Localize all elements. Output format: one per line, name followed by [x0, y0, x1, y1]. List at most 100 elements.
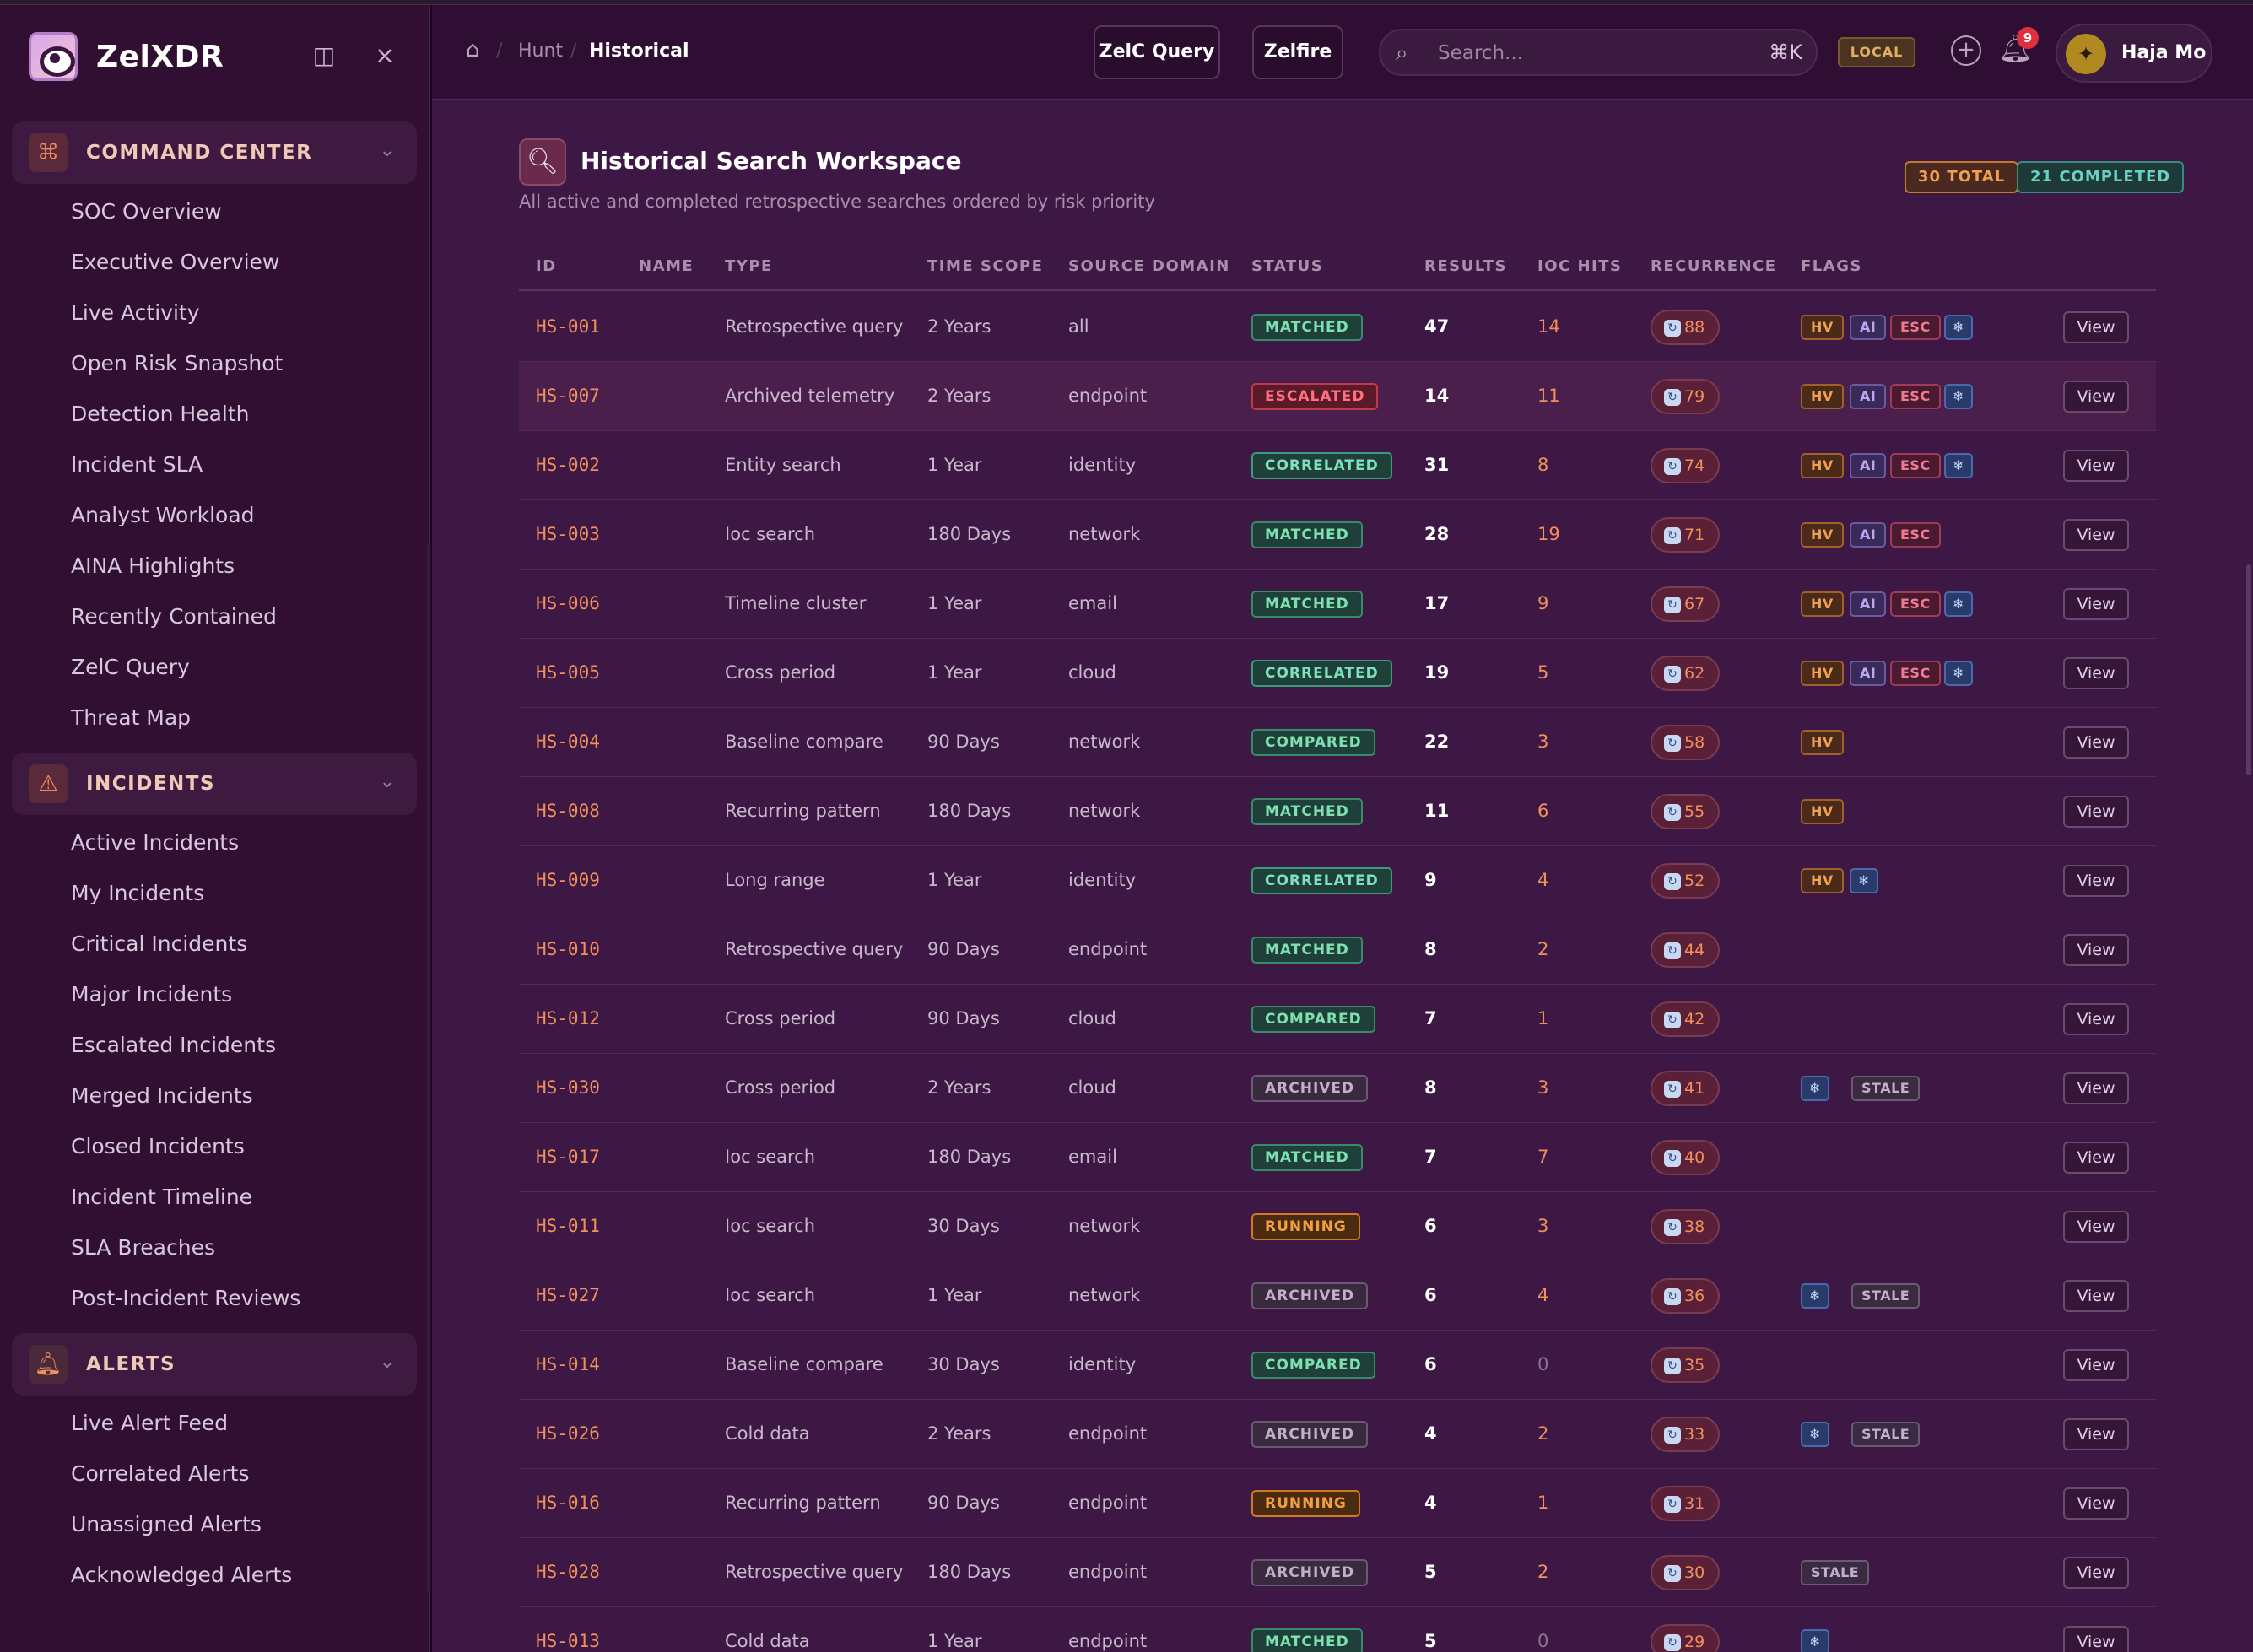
sidebar-item-executive-overview[interactable]: Executive Overview	[71, 250, 280, 274]
sidebar-item-analyst-workload[interactable]: Analyst Workload	[71, 503, 255, 527]
view-button[interactable]: View	[2063, 1142, 2129, 1174]
table-row[interactable]: HS-017 Ioc search 180 Days email MATCHED 7 7 ↻ 4…	[519, 1123, 2156, 1192]
column-header-flags[interactable]: FLAGS	[1801, 257, 1862, 275]
table-row[interactable]: HS-028 Retrospective query 180 Days endpoin…	[519, 1538, 2156, 1607]
table-row[interactable]: HS-003 Ioc search 180 Days network MATCHED 28…	[519, 500, 2156, 570]
user-menu[interactable]: ✦ Haja Mo	[2056, 24, 2212, 83]
collapse-icon[interactable]: ⨯	[375, 41, 395, 69]
table-row[interactable]: HS-016 Recurring pattern 90 Days endpoint RU…	[519, 1469, 2156, 1538]
sidebar-item-detection-health[interactable]: Detection Health	[71, 402, 250, 426]
view-button[interactable]: View	[2063, 796, 2129, 828]
search-input[interactable]	[1438, 39, 1750, 67]
search-id-link[interactable]: HS-010	[536, 939, 600, 959]
search-id-link[interactable]: HS-012	[536, 1008, 600, 1028]
column-header-id[interactable]: ID	[536, 257, 557, 275]
search-id-link[interactable]: HS-001	[536, 316, 600, 337]
column-header-recurrence[interactable]: RECURRENCE	[1651, 257, 1777, 275]
breadcrumb-hunt[interactable]: Hunt	[518, 40, 564, 62]
add-icon[interactable]: +	[1951, 35, 1981, 66]
view-button[interactable]: View	[2063, 1349, 2129, 1381]
sidebar-item-sla-breaches[interactable]: SLA Breaches	[71, 1235, 215, 1260]
sidebar-item-acknowledged-alerts[interactable]: Acknowledged Alerts	[71, 1563, 293, 1587]
search-id-link[interactable]: HS-028	[536, 1562, 600, 1582]
sidebar-item-live-activity[interactable]: Live Activity	[71, 300, 200, 325]
search-id-link[interactable]: HS-027	[536, 1285, 600, 1305]
search-id-link[interactable]: HS-009	[536, 870, 600, 890]
sidebar-toggle-icon[interactable]: ◫	[312, 41, 336, 69]
column-header-status[interactable]: STATUS	[1251, 257, 1324, 275]
view-button[interactable]: View	[2063, 865, 2129, 897]
sidebar-item-closed-incidents[interactable]: Closed Incidents	[71, 1134, 245, 1158]
sidebar-item-aina-highlights[interactable]: AINA Highlights	[71, 553, 235, 578]
chevron-down-icon[interactable]: ⌄	[379, 140, 395, 161]
sidebar-section-command-center[interactable]: ⌘ COMMAND CENTER ⌄	[12, 121, 417, 184]
view-button[interactable]: View	[2063, 1557, 2129, 1589]
column-header-results[interactable]: RESULTS	[1424, 257, 1507, 275]
view-button[interactable]: View	[2063, 1072, 2129, 1104]
brand[interactable]: ZelXDR	[29, 27, 224, 86]
sidebar-item-live-alert-feed[interactable]: Live Alert Feed	[71, 1411, 229, 1435]
column-header-ioc-hits[interactable]: IOC HITS	[1537, 257, 1623, 275]
search-id-link[interactable]: HS-014	[536, 1354, 600, 1374]
column-header-time-scope[interactable]: TIME SCOPE	[927, 257, 1044, 275]
sidebar-item-critical-incidents[interactable]: Critical Incidents	[71, 931, 248, 956]
sidebar-item-open-risk-snapshot[interactable]: Open Risk Snapshot	[71, 351, 284, 375]
sidebar-item-my-incidents[interactable]: My Incidents	[71, 881, 205, 905]
search-id-link[interactable]: HS-017	[536, 1147, 600, 1167]
table-row[interactable]: HS-002 Entity search 1 Year identity CORRELA…	[519, 431, 2156, 500]
search-id-link[interactable]: HS-026	[536, 1423, 600, 1444]
table-row[interactable]: HS-009 Long range 1 Year identity CORRELATED…	[519, 846, 2156, 915]
search-id-link[interactable]: HS-007	[536, 386, 600, 406]
global-search[interactable]: ⌕ ⌘K	[1379, 29, 1818, 76]
view-button[interactable]: View	[2063, 588, 2129, 620]
view-button[interactable]: View	[2063, 934, 2129, 966]
sidebar-item-incident-timeline[interactable]: Incident Timeline	[71, 1185, 253, 1209]
sidebar-section-alerts[interactable]: 🔔︎ ALERTS ⌄	[12, 1333, 417, 1396]
sidebar-scrollbar[interactable]	[427, 545, 430, 1591]
search-id-link[interactable]: HS-004	[536, 732, 600, 752]
table-row[interactable]: HS-014 Baseline compare 30 Days identity COM…	[519, 1331, 2156, 1400]
table-row[interactable]: HS-008 Recurring pattern 180 Days network MA…	[519, 777, 2156, 846]
table-row[interactable]: HS-007 Archived telemetry 2 Years endpoint E…	[519, 362, 2156, 431]
column-header-type[interactable]: TYPE	[725, 257, 773, 275]
home-icon[interactable]: ⌂	[466, 37, 480, 62]
view-button[interactable]: View	[2063, 450, 2129, 482]
table-row[interactable]: HS-011 Ioc search 30 Days network RUNNING 6 3 ↻…	[519, 1192, 2156, 1261]
sidebar-item-unassigned-alerts[interactable]: Unassigned Alerts	[71, 1512, 262, 1536]
sidebar-section-incidents[interactable]: ⚠ INCIDENTS ⌄	[12, 753, 417, 815]
view-button[interactable]: View	[2063, 1003, 2129, 1035]
table-row[interactable]: HS-004 Baseline compare 90 Days network COMP…	[519, 708, 2156, 777]
sidebar-item-correlated-alerts[interactable]: Correlated Alerts	[71, 1461, 250, 1486]
table-row[interactable]: HS-030 Cross period 2 Years cloud ARCHIVED 8 3…	[519, 1054, 2156, 1123]
zelc-query-button[interactable]: ZelC Query	[1094, 25, 1220, 79]
column-header-name[interactable]: NAME	[639, 257, 694, 275]
main-scrollbar[interactable]	[2246, 564, 2251, 775]
sidebar-item-incident-sla[interactable]: Incident SLA	[71, 452, 203, 477]
search-id-link[interactable]: HS-003	[536, 524, 600, 544]
table-row[interactable]: HS-012 Cross period 90 Days cloud COMPARED 7 1…	[519, 985, 2156, 1054]
column-header-source-domain[interactable]: SOURCE DOMAIN	[1068, 257, 1230, 275]
search-id-link[interactable]: HS-005	[536, 662, 600, 683]
sidebar-item-escalated-incidents[interactable]: Escalated Incidents	[71, 1033, 276, 1057]
sidebar-item-recently-contained[interactable]: Recently Contained	[71, 604, 277, 629]
sidebar-item-post-incident-reviews[interactable]: Post-Incident Reviews	[71, 1286, 301, 1310]
search-id-link[interactable]: HS-002	[536, 455, 600, 475]
search-id-link[interactable]: HS-008	[536, 801, 600, 821]
sidebar-item-active-incidents[interactable]: Active Incidents	[71, 830, 240, 855]
view-button[interactable]: View	[2063, 519, 2129, 551]
sidebar-item-soc-overview[interactable]: SOC Overview	[71, 199, 222, 224]
table-row[interactable]: HS-027 Ioc search 1 Year network ARCHIVED 6 4 ↻…	[519, 1261, 2156, 1331]
sidebar-item-merged-incidents[interactable]: Merged Incidents	[71, 1083, 253, 1108]
view-button[interactable]: View	[2063, 657, 2129, 689]
search-id-link[interactable]: HS-006	[536, 593, 600, 613]
search-id-link[interactable]: HS-011	[536, 1216, 600, 1236]
view-button[interactable]: View	[2063, 1418, 2129, 1450]
search-id-link[interactable]: HS-013	[536, 1631, 600, 1651]
sidebar-item-major-incidents[interactable]: Major Incidents	[71, 982, 233, 1007]
table-row[interactable]: HS-026 Cold data 2 Years endpoint ARCHIVED 4 2…	[519, 1400, 2156, 1469]
view-button[interactable]: View	[2063, 726, 2129, 759]
search-id-link[interactable]: HS-030	[536, 1077, 600, 1098]
view-button[interactable]: View	[2063, 1280, 2129, 1312]
view-button[interactable]: View	[2063, 1211, 2129, 1243]
view-button[interactable]: View	[2063, 1487, 2129, 1520]
